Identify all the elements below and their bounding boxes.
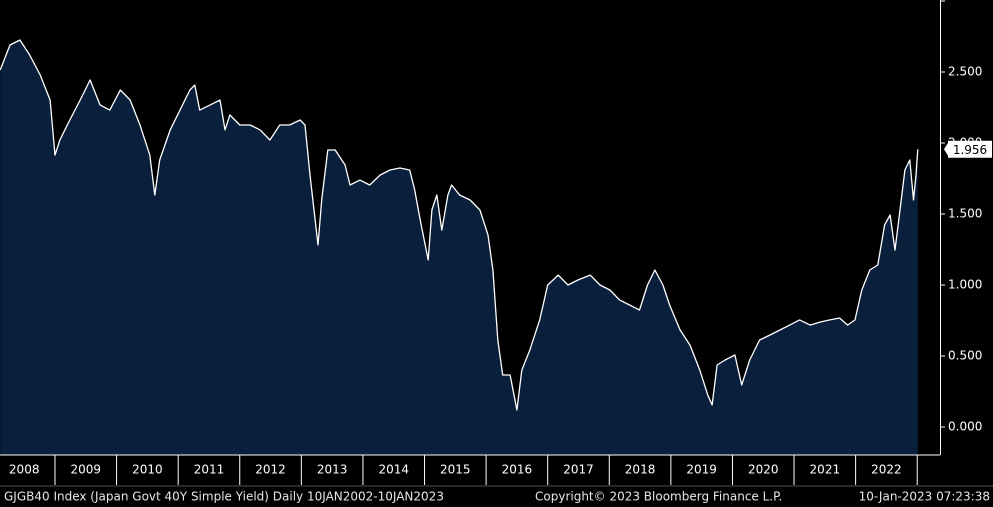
- x-tick-label: 2009: [71, 463, 102, 477]
- x-tick-label: 2017: [563, 463, 594, 477]
- x-axis: 2008 2009 2010 2011 2012 2013 2014 2015 2016 2017…: [9, 455, 918, 485]
- x-tick-label: 2016: [502, 463, 533, 477]
- x-tick-label: 2019: [686, 463, 717, 477]
- y-tick-label: 0.000: [948, 420, 982, 434]
- last-value-box: [948, 140, 992, 158]
- footer-copyright: Copyright© 2023 Bloomberg Finance L.P.: [535, 490, 782, 504]
- x-tick-label: 2015: [440, 463, 471, 477]
- x-tick-label: 2010: [132, 463, 163, 477]
- footer-left: GJGB40 Index (Japan Govt 40Y Simple Yiel…: [4, 490, 444, 504]
- x-tick-label: 2013: [317, 463, 348, 477]
- y-tick-label: 1.000: [948, 278, 982, 292]
- area-fill: [0, 40, 918, 455]
- x-tick-label: 2008: [9, 463, 40, 477]
- plot-area: [0, 39, 919, 455]
- x-tick-label: 2022: [871, 463, 902, 477]
- series-line: [0, 39, 919, 411]
- x-tick-label: 2014: [378, 463, 409, 477]
- y-tick-label: 1.500: [948, 207, 982, 221]
- x-tick-label: 2021: [810, 463, 841, 477]
- x-tick-label: 2011: [194, 463, 225, 477]
- x-tick-label: 2020: [748, 463, 779, 477]
- footer-timestamp: 10-Jan-2023 07:23:38: [859, 490, 990, 504]
- y-tick-label: 0.500: [948, 349, 982, 363]
- last-value-pointer: [944, 141, 949, 158]
- y-tick-label: 2.500: [948, 64, 982, 78]
- x-tick-label: 2012: [255, 463, 286, 477]
- x-tick-label: 2018: [625, 463, 656, 477]
- last-value-label: 1.956: [953, 143, 987, 157]
